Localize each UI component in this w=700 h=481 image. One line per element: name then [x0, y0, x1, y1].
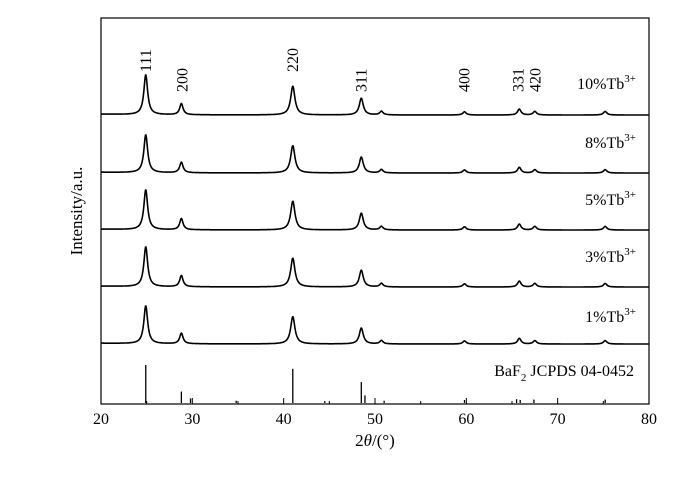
xrd-trace — [100, 134, 650, 174]
peak-label: 311 — [353, 69, 370, 92]
x-axis-label-theta: θ — [364, 431, 372, 450]
xrd-trace — [100, 189, 650, 231]
series-label: 1%Tb3+ — [585, 306, 636, 326]
series-label-sup: 3+ — [624, 306, 636, 318]
series-label-sup: 3+ — [624, 189, 636, 201]
x-tick-label: 60 — [458, 411, 474, 428]
series-label-sup: 3+ — [624, 73, 636, 85]
series-label: 5%Tb3+ — [585, 189, 636, 209]
x-tick-label: 50 — [367, 411, 383, 428]
diffraction-traces — [100, 74, 650, 345]
series-label-sup: 3+ — [624, 246, 636, 258]
reference-label-part: JCPDS 04-0452 — [526, 363, 634, 380]
peak-label: 331 — [510, 68, 527, 92]
x-axis-label-prefix: 2 — [355, 431, 364, 450]
peak-label: 200 — [174, 68, 191, 92]
peak-label: 220 — [285, 48, 302, 72]
series-label-main: 1%Tb — [585, 309, 624, 326]
x-tick-label: 30 — [184, 411, 200, 428]
series-label: 10%Tb3+ — [577, 73, 636, 93]
x-tick-label: 20 — [93, 411, 109, 428]
series-label-main: 10%Tb — [577, 76, 624, 93]
x-tick-label: 70 — [550, 411, 566, 428]
reference-label-part: 2 — [521, 372, 527, 384]
x-tick-label: 80 — [641, 411, 657, 428]
reference-label-part: BaF — [494, 363, 521, 380]
peak-label: 111 — [138, 49, 155, 72]
y-axis-label: Intensity/a.u. — [67, 167, 86, 256]
peak-annotations: 111 200 220 311 400 331 420 — [138, 48, 545, 92]
series-label-main: 8%Tb — [585, 135, 624, 152]
xrd-trace — [100, 74, 650, 116]
series-label: 8%Tb3+ — [585, 132, 636, 152]
reference-label: BaF2 JCPDS 04-0452 — [494, 363, 634, 384]
series-label-main: 3%Tb — [585, 249, 624, 266]
x-tick-label: 40 — [276, 411, 292, 428]
xrd-trace — [100, 305, 650, 345]
reference-pattern: BaF2 JCPDS 04-0452 — [145, 363, 634, 403]
xrd-trace — [100, 246, 650, 288]
peak-label: 420 — [528, 68, 545, 92]
x-axis-ticks: 20 30 40 50 60 70 80 — [93, 398, 657, 428]
series-labels: 10%Tb3+8%Tb3+5%Tb3+3%Tb3+1%Tb3+ — [577, 73, 636, 326]
series-label-sup: 3+ — [624, 132, 636, 144]
series-label-main: 5%Tb — [585, 192, 624, 209]
series-label: 3%Tb3+ — [585, 246, 636, 266]
x-axis-label-unit: /(°) — [372, 431, 395, 450]
x-axis-label: 2θ/(°) — [355, 431, 395, 450]
peak-label: 400 — [457, 68, 474, 92]
